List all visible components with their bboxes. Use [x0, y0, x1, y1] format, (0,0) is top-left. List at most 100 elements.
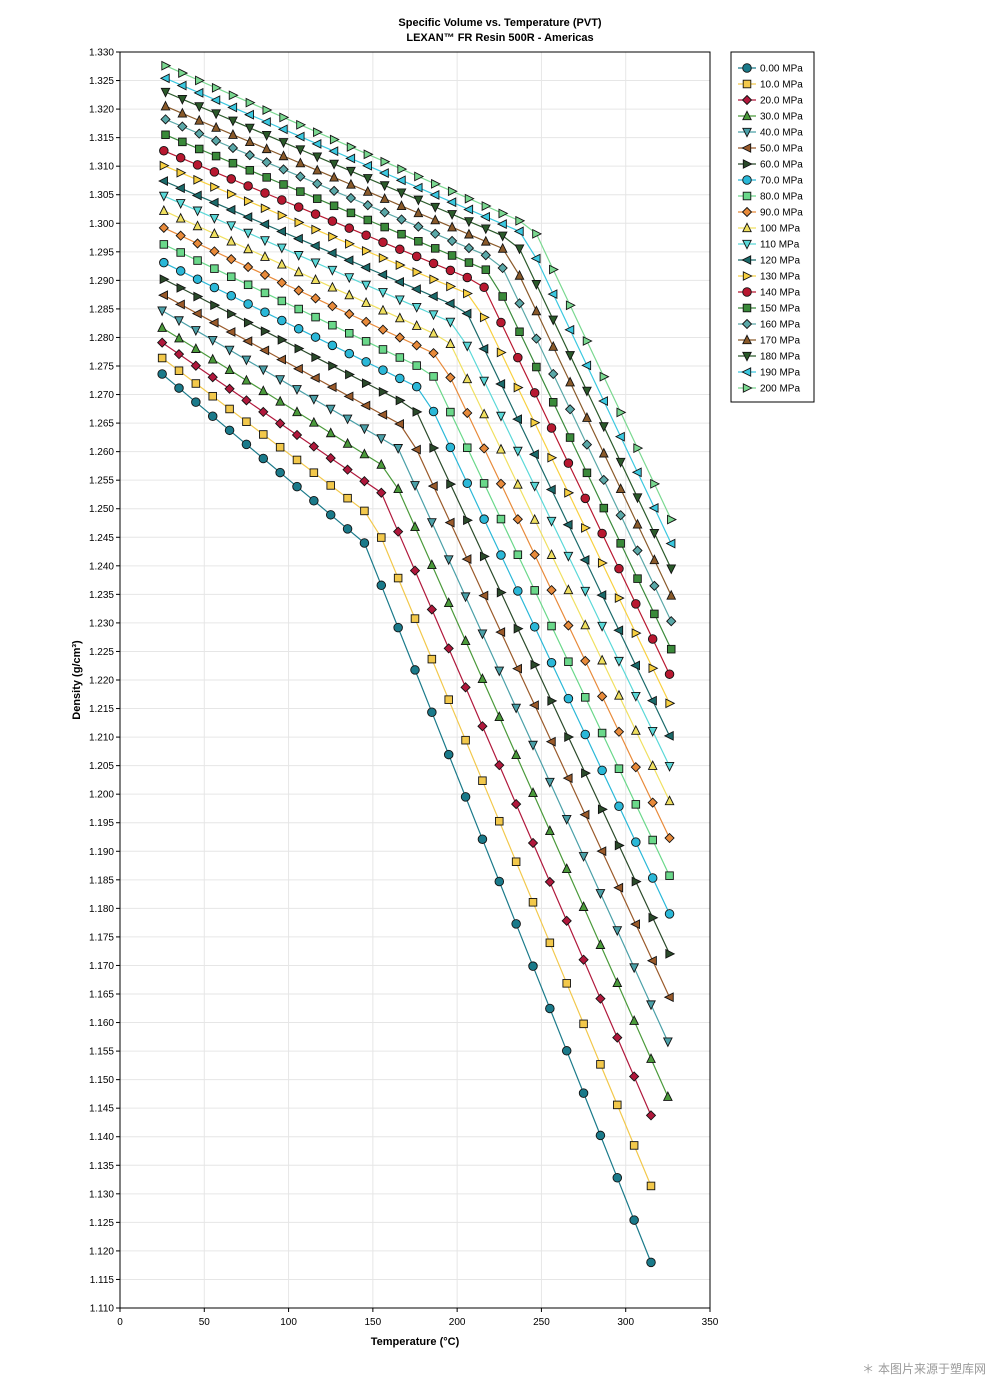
data-point [158, 205, 169, 215]
data-point [496, 443, 506, 454]
data-point [296, 187, 305, 196]
series-line [163, 227, 671, 839]
data-point [293, 202, 304, 212]
data-point [480, 211, 490, 222]
data-point [292, 406, 302, 417]
legend-item: 30.0 MPa [738, 110, 803, 123]
data-point [480, 235, 491, 246]
data-point [260, 117, 271, 127]
data-point [158, 191, 169, 202]
data-point [414, 171, 425, 182]
data-point [394, 277, 404, 287]
data-point [612, 1032, 623, 1043]
legend-item: 190 MPa [738, 367, 800, 379]
data-point [361, 357, 371, 367]
data-point [191, 379, 201, 388]
data-point [241, 355, 252, 366]
data-point [343, 391, 354, 402]
data-point [565, 376, 576, 387]
data-point [228, 128, 238, 139]
data-point [613, 726, 625, 737]
data-point [242, 212, 253, 222]
data-point [363, 215, 373, 225]
data-point [631, 467, 642, 478]
data-point [228, 90, 239, 101]
data-point [598, 396, 608, 406]
series-line [165, 91, 672, 569]
series-14 [159, 146, 675, 679]
data-point [191, 397, 201, 407]
data-point [477, 673, 488, 684]
data-point [547, 452, 558, 463]
data-point [396, 214, 407, 225]
data-point [379, 181, 390, 192]
data-point [410, 481, 420, 492]
data-point [275, 467, 285, 478]
legend-item: 0.00 MPa [738, 63, 803, 75]
data-point [410, 665, 420, 675]
data-point [614, 840, 625, 851]
data-point [242, 336, 253, 347]
legend-label: 40.0 MPa [760, 128, 803, 139]
data-point [582, 386, 592, 397]
data-point [293, 251, 304, 261]
data-point [310, 332, 321, 342]
data-point [175, 199, 186, 209]
data-point [192, 274, 203, 284]
data-point [193, 256, 202, 265]
x-tick-label: 0 [117, 1317, 123, 1328]
data-point [241, 439, 252, 450]
data-point [395, 353, 405, 362]
y-tick-label: 1.310 [89, 162, 114, 173]
chart-subtitle: LEXAN™ FR Resin 500R - Americas [406, 32, 593, 44]
data-point [662, 1091, 673, 1101]
series-group [157, 60, 677, 1268]
data-point [174, 183, 185, 194]
data-point [360, 316, 372, 327]
data-point [362, 185, 373, 196]
data-point [278, 164, 289, 175]
data-point [260, 288, 270, 298]
data-point [395, 373, 405, 384]
data-point [159, 73, 170, 84]
data-point [157, 306, 168, 317]
data-point [211, 151, 221, 161]
data-point [564, 657, 573, 666]
data-point [666, 616, 677, 627]
legend-marker [742, 383, 753, 393]
data-point [528, 961, 538, 971]
data-point [562, 979, 571, 988]
data-point [496, 317, 506, 328]
data-point [193, 87, 204, 98]
data-point [546, 423, 557, 433]
data-point [308, 394, 319, 405]
data-point [346, 178, 356, 189]
x-tick-label: 150 [365, 1317, 382, 1328]
data-point [361, 378, 372, 389]
data-point [309, 240, 320, 251]
data-point [312, 152, 323, 163]
data-point [561, 863, 572, 873]
y-tick-label: 1.230 [89, 618, 114, 629]
data-point [664, 909, 675, 919]
data-point [596, 846, 607, 857]
data-point [325, 452, 336, 464]
data-point [262, 105, 273, 115]
data-point [546, 516, 557, 527]
data-point [192, 206, 203, 217]
data-point [411, 320, 422, 330]
legend-label: 90.0 MPa [760, 208, 803, 219]
data-point [578, 954, 589, 965]
data-point [564, 404, 576, 415]
data-point [545, 736, 556, 747]
data-point [528, 787, 538, 797]
data-point [410, 444, 421, 455]
data-point [597, 804, 608, 815]
data-point [380, 156, 391, 167]
data-point [159, 240, 169, 249]
data-point [376, 458, 387, 469]
y-tick-label: 1.260 [89, 447, 114, 458]
data-point [529, 481, 540, 492]
data-point [460, 682, 471, 693]
data-point [649, 554, 660, 565]
